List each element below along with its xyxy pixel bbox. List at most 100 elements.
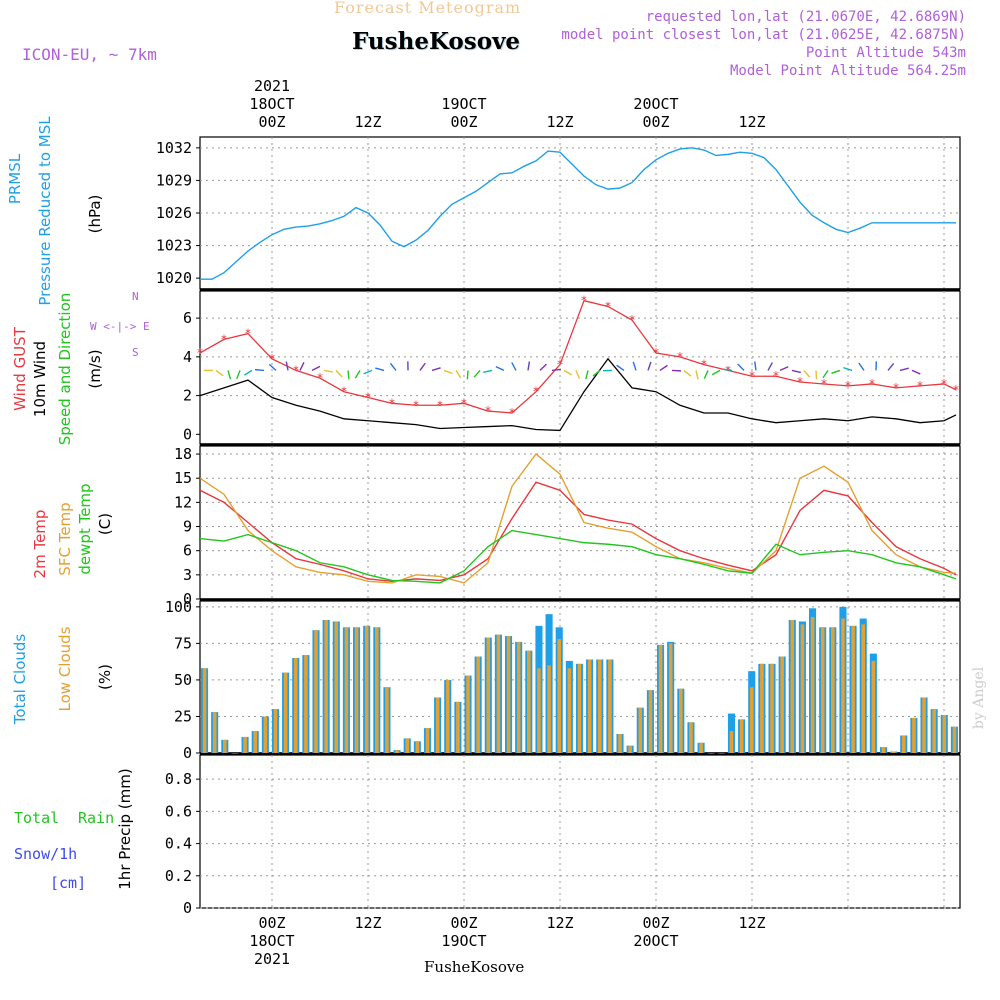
wind-arrow-14 [363,369,373,375]
top-year-label: 2021 [254,77,290,95]
cloud-bar-low-18 [385,687,389,753]
cloud-bar-low-70 [912,717,916,753]
wind-arrow-15 [375,367,385,372]
gust-point-29: * [892,381,899,395]
cloud-bar-low-55 [760,663,764,753]
wind-arrow-1 [215,369,224,377]
ytick-label-2-3: 9 [183,518,192,536]
gust-point-19: * [652,346,659,360]
cloud-bar-low-33 [537,668,541,753]
wind-arrow-42 [703,370,709,379]
cloud-bar-low-38 [587,659,592,753]
temp-line-sfc [199,453,957,584]
gust-point-8: * [388,396,395,410]
cloud-bar-low-53 [739,719,744,753]
gust-point-10: * [436,398,443,412]
wind-line-wind10m [199,357,957,432]
wind-arrow-36 [632,361,637,371]
wind-arrow-26 [511,362,517,371]
gust-point-25: * [796,375,803,389]
gust-point-27: * [844,379,851,393]
cloud-bar-low-14 [344,627,349,753]
wind-arrow-3 [236,370,241,380]
ytick-label-2-5: 15 [174,469,192,487]
cloud-bar-low-42 [628,745,632,753]
gust-point-13: * [508,406,515,420]
cloud-bar-low-61 [820,627,825,753]
ytick-label-2-4: 12 [174,493,192,511]
gust-point-17: * [604,299,611,313]
cloud-bar-low-63 [841,618,845,753]
wind-arrow-13 [354,370,361,379]
wind-arrow-49 [791,369,801,374]
bottom-date-label-0: 18OCT [249,932,294,950]
gust-point-11: * [460,396,467,410]
wind-arrow-33 [592,369,601,377]
wind-arrow-25 [495,365,505,372]
model-label: ICON-EU, ~ 7km [22,45,157,64]
bottom-time-tick-2: 00Z [450,914,477,932]
ytick-label-2-0: 0 [183,590,192,608]
cloud-bar-low-60 [810,617,815,753]
cloud-bar-low-73 [942,715,947,753]
cloud-bar-low-66 [871,660,876,753]
cloud-bar-low-3 [233,753,237,754]
wind-arrow-21 [455,370,462,379]
cloud-bar-low-50 [709,753,713,754]
wind-arrow-40 [683,369,692,377]
ytick-label-1-3: 6 [183,309,192,327]
cloud-bar-low-19 [395,750,399,753]
cloud-bar-low-30 [506,636,511,753]
top-time-tick-5: 12Z [738,113,765,131]
ytick-label-3-3: 75 [174,634,192,652]
bottom-date-label-1: 19OCT [441,932,486,950]
top-time-tick-0: 00Z [258,113,285,131]
top-time-tick-3: 12Z [546,113,573,131]
gust-point-15: * [556,358,563,372]
wind-arrow-45 [737,363,745,371]
gust-point-28: * [868,377,875,391]
cloud-bar-low-64 [851,625,855,753]
gust-point-16: * [580,294,587,308]
panel-frame-2 [199,445,961,600]
wind-line-gust [199,299,957,414]
cloud-bar-low-69 [901,735,906,753]
ytick-label-1-1: 2 [183,387,192,405]
cloud-bar-low-49 [699,742,703,753]
gust-point-30: * [916,379,923,393]
cloud-bar-low-9 [293,658,298,753]
cloud-bar-low-59 [800,624,805,753]
bottom-year-label: 2021 [254,950,290,968]
top-date-label-2: 20OCT [633,95,678,113]
ytick-label-3-1: 25 [174,707,192,725]
cloud-bar-low-54 [749,687,754,753]
cloud-bar-low-62 [831,627,835,753]
wind-arrow-46 [754,361,757,371]
cloud-bar-low-20 [405,738,409,753]
wind-arrow-29 [551,368,562,372]
cloud-bar-low-1 [212,712,217,753]
cloud-bar-low-0 [202,668,207,753]
cloud-bar-low-27 [476,656,480,753]
gust-point-5: * [316,371,323,385]
cloud-bar-low-7 [273,709,278,753]
ytick-label-4-1: 0.2 [165,867,192,885]
cloud-bar-low-23 [435,697,440,753]
wind-arrow-16 [389,362,397,371]
cloud-bar-low-40 [608,659,612,753]
gust-point-0: * [196,346,203,360]
wind-arrow-44 [722,368,733,372]
gust-point-6: * [340,385,347,399]
compass-n: N [132,290,139,303]
wind-arrow-52 [822,370,829,379]
wind-arrow-20 [443,369,453,375]
gust-point-12: * [484,404,491,418]
wind-arrow-4 [243,369,253,376]
ytick-label-1-0: 0 [183,425,192,443]
precip-label-snow: Snow/1h [14,845,78,863]
wind-arrow-54 [843,366,853,372]
top-date-label-0: 18OCT [249,95,294,113]
wind-arrow-5 [254,368,265,372]
cloud-bar-low-46 [668,643,673,753]
